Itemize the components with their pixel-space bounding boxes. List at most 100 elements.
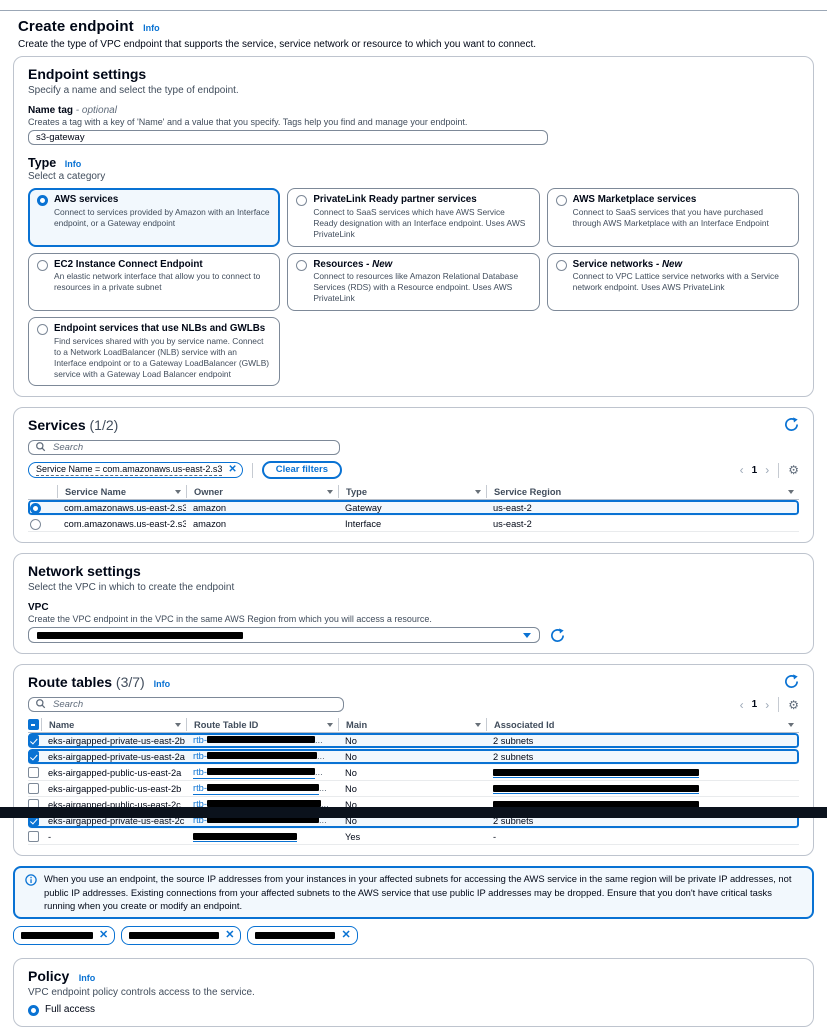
sort-icon[interactable] xyxy=(175,722,181,727)
redacted-chip[interactable]: ✕ xyxy=(247,925,358,945)
card-aws-marketplace-services[interactable]: AWS Marketplace services Connect to SaaS… xyxy=(546,188,799,247)
redacted-chip[interactable]: ✕ xyxy=(13,925,116,945)
redaction-bar xyxy=(37,631,243,639)
network-settings-subtitle: Select the VPC in which to create the en… xyxy=(28,582,235,594)
associated-subnets-link[interactable]: 2 subnets xyxy=(493,751,534,762)
page-info-link[interactable]: Info xyxy=(143,23,160,33)
associated-subnets-link[interactable]: 2 subnets xyxy=(493,735,534,746)
sort-icon[interactable] xyxy=(175,489,181,494)
prev-page-icon[interactable]: ‹ xyxy=(739,463,744,478)
close-icon[interactable]: ✕ xyxy=(225,928,235,941)
main-cell: No xyxy=(345,735,357,746)
type-category-cards: AWS services Connect to services provide… xyxy=(28,188,799,387)
radio-icon[interactable] xyxy=(555,195,567,206)
card-title: AWS Marketplace services xyxy=(572,194,697,205)
services-search[interactable] xyxy=(28,440,340,456)
route-table-id-link[interactable]: rtb- xyxy=(193,767,315,779)
clear-filters-button[interactable]: Clear filters xyxy=(261,461,342,480)
associated-id-redacted[interactable] xyxy=(493,768,699,778)
route-tables-panel: Route tables (3/7) Info ‹ xyxy=(13,664,814,857)
route-table-row[interactable]: eks-airgapped-public-us-east-2a rtb-... … xyxy=(28,765,799,782)
sort-icon[interactable] xyxy=(475,722,481,727)
current-page[interactable]: 1 xyxy=(751,464,758,476)
sort-icon[interactable] xyxy=(475,489,481,494)
sort-icon[interactable] xyxy=(327,722,333,727)
route-table-id-link[interactable]: rtb- xyxy=(193,735,315,747)
route-tables-search-input[interactable] xyxy=(51,698,337,712)
row-checkbox[interactable] xyxy=(28,783,39,795)
redacted-chip[interactable]: ✕ xyxy=(121,925,242,945)
refresh-icon[interactable] xyxy=(550,628,565,643)
owner-cell: amazon xyxy=(193,518,227,529)
name-tag-optional: - optional xyxy=(75,105,117,116)
row-radio[interactable] xyxy=(30,518,41,530)
route-table-row[interactable]: - Yes - xyxy=(28,829,799,846)
close-icon[interactable]: ✕ xyxy=(341,928,351,941)
row-checkbox-checked[interactable] xyxy=(28,735,39,747)
card-service-networks[interactable]: Service networks - New Connect to VPC La… xyxy=(546,252,799,312)
full-access-option[interactable]: Full access xyxy=(28,1004,799,1016)
card-ec2-instance-connect[interactable]: EC2 Instance Connect Endpoint An elastic… xyxy=(28,252,281,312)
refresh-icon[interactable] xyxy=(784,674,799,689)
route-tables-table: Name Route Table ID Main Associated Id e… xyxy=(28,717,799,846)
prev-page-icon[interactable]: ‹ xyxy=(739,697,744,712)
radio-icon[interactable] xyxy=(555,259,567,271)
main-cell: No xyxy=(345,751,357,762)
route-table-row[interactable]: eks-airgapped-public-us-east-2b rtb-... … xyxy=(28,781,799,798)
next-page-icon[interactable]: › xyxy=(765,463,770,478)
service-row-gateway[interactable]: com.amazonaws.us-east-2.s3 amazon Gatewa… xyxy=(28,500,799,517)
gear-icon[interactable]: ⚙ xyxy=(788,697,799,712)
col-service-name: Service Name xyxy=(65,486,126,497)
policy-info-link[interactable]: Info xyxy=(78,972,96,983)
card-resources[interactable]: Resources - New Connect to resources lik… xyxy=(287,252,540,312)
policy-subtitle: VPC endpoint policy controls access to t… xyxy=(28,986,255,998)
name-cell: eks-airgapped-public-us-east-2c xyxy=(48,799,181,810)
route-table-id-link[interactable] xyxy=(193,832,297,842)
radio-selected-icon[interactable] xyxy=(28,1004,39,1016)
gear-icon[interactable]: ⚙ xyxy=(788,463,799,478)
close-icon[interactable]: ✕ xyxy=(228,464,237,476)
next-page-icon[interactable]: › xyxy=(765,697,770,712)
row-checkbox[interactable] xyxy=(28,767,39,779)
card-aws-services[interactable]: AWS services Connect to services provide… xyxy=(28,188,281,247)
region-cell: us-east-2 xyxy=(493,502,532,513)
row-checkbox-checked[interactable] xyxy=(28,751,39,763)
endpoint-settings-panel: Endpoint settings Specify a name and sel… xyxy=(13,56,814,398)
redaction-bar xyxy=(206,752,317,760)
route-tables-info-link[interactable]: Info xyxy=(153,679,171,690)
route-table-row[interactable]: eks-airgapped-private-us-east-2b rtb-...… xyxy=(28,733,799,750)
card-endpoint-services-nlb-gwlb[interactable]: Endpoint services that use NLBs and GWLB… xyxy=(28,317,281,387)
radio-selected-icon[interactable] xyxy=(37,195,48,206)
sort-icon[interactable] xyxy=(327,489,333,494)
sort-icon[interactable] xyxy=(788,722,794,727)
name-tag-input[interactable] xyxy=(28,130,548,145)
service-name-filter-chip[interactable]: Service Name = com.amazonaws.us-east-2.s… xyxy=(28,462,243,479)
associated-id-redacted[interactable] xyxy=(493,784,699,794)
radio-icon[interactable] xyxy=(296,195,308,206)
card-privatelink-partner-services[interactable]: PrivateLink Ready partner services Conne… xyxy=(287,188,540,247)
current-page[interactable]: 1 xyxy=(751,699,758,711)
redaction-bar xyxy=(129,931,220,939)
sort-icon[interactable] xyxy=(788,489,794,494)
row-checkbox[interactable] xyxy=(28,831,39,843)
vpc-select[interactable] xyxy=(28,627,540,644)
route-table-id-link[interactable]: rtb- xyxy=(193,751,317,763)
radio-icon[interactable] xyxy=(296,259,308,271)
redaction-bar xyxy=(493,784,699,792)
name-tag-label: Name tag - optional xyxy=(28,105,117,116)
type-info-link[interactable]: Info xyxy=(64,159,82,169)
row-radio-selected[interactable] xyxy=(30,502,41,514)
route-table-row[interactable]: eks-airgapped-private-us-east-2a rtb-...… xyxy=(28,749,799,766)
route-table-id-link[interactable]: rtb- xyxy=(193,783,319,795)
select-all-checkbox[interactable] xyxy=(28,719,39,731)
radio-icon[interactable] xyxy=(37,324,48,336)
services-search-input[interactable] xyxy=(51,441,333,455)
radio-icon[interactable] xyxy=(37,259,48,271)
route-tables-search[interactable] xyxy=(28,697,344,713)
name-cell: eks-airgapped-private-us-east-2b xyxy=(48,735,185,746)
close-icon[interactable]: ✕ xyxy=(99,928,109,941)
refresh-icon[interactable] xyxy=(784,417,799,432)
chevron-down-icon xyxy=(523,632,531,638)
redacted-chips-row: ✕ ✕ ✕ xyxy=(13,925,814,945)
service-row-interface[interactable]: com.amazonaws.us-east-2.s3 amazon Interf… xyxy=(28,516,799,533)
